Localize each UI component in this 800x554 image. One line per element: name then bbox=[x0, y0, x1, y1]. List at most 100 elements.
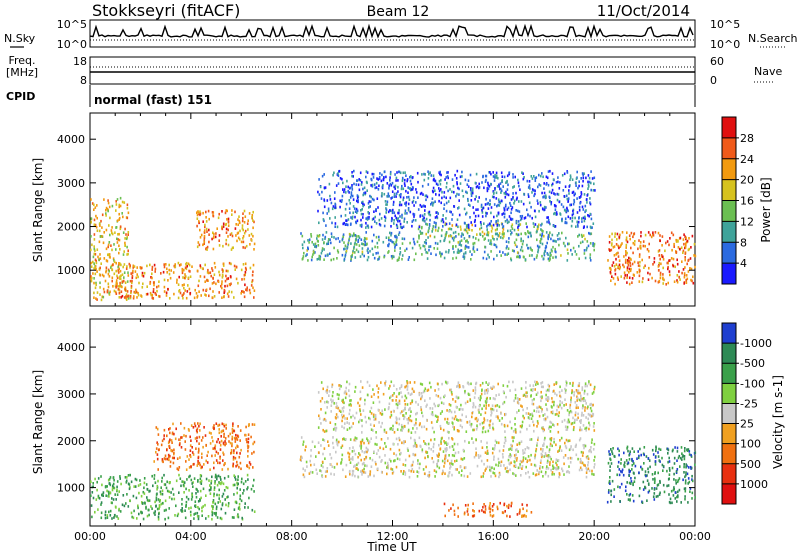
echo-cell bbox=[329, 453, 331, 456]
echo-cell bbox=[227, 495, 229, 499]
echo-cell bbox=[526, 446, 529, 449]
echo-cell bbox=[317, 209, 319, 213]
echo-cell bbox=[433, 430, 435, 434]
echo-cell bbox=[517, 209, 519, 213]
echo-cell bbox=[495, 245, 498, 249]
echo-cell bbox=[406, 447, 409, 450]
echo-cell bbox=[557, 180, 559, 184]
echo-cell bbox=[95, 214, 97, 218]
echo-cell bbox=[411, 188, 414, 191]
echo-cell bbox=[522, 408, 524, 412]
echo-cell bbox=[118, 296, 121, 299]
echo-cell bbox=[359, 408, 361, 411]
echo-cell bbox=[149, 291, 152, 295]
echo-cell bbox=[404, 403, 407, 406]
echo-cell bbox=[572, 448, 574, 452]
echo-cell bbox=[468, 235, 471, 238]
echo-cell bbox=[415, 252, 417, 256]
power-echoes bbox=[90, 169, 697, 302]
echo-cell bbox=[200, 479, 203, 483]
echo-cell bbox=[392, 200, 395, 204]
echo-cell bbox=[212, 499, 215, 502]
echo-cell bbox=[213, 424, 215, 427]
echo-cell bbox=[96, 248, 99, 251]
echo-cell bbox=[587, 467, 590, 471]
echo-cell bbox=[496, 228, 498, 231]
echo-cell bbox=[135, 288, 137, 292]
echo-cell bbox=[327, 207, 330, 211]
echo-cell bbox=[679, 236, 682, 240]
echo-cell bbox=[354, 256, 357, 259]
echo-cell bbox=[570, 224, 573, 228]
echo-cell bbox=[676, 280, 679, 284]
echo-cell bbox=[562, 189, 565, 192]
echo-cell bbox=[180, 446, 183, 449]
echo-cell bbox=[478, 408, 480, 412]
echo-cell bbox=[251, 452, 253, 455]
echo-cell bbox=[126, 253, 128, 256]
echo-cell bbox=[547, 236, 549, 239]
echo-cell bbox=[377, 449, 380, 452]
echo-cell bbox=[219, 455, 221, 459]
nsky-label: N.Sky bbox=[4, 32, 36, 45]
echo-cell bbox=[653, 488, 656, 491]
echo-cell bbox=[408, 408, 410, 412]
echo-cell bbox=[628, 256, 630, 260]
echo-cell bbox=[533, 175, 535, 178]
echo-cell bbox=[332, 173, 334, 177]
echo-cell bbox=[252, 263, 255, 267]
echo-cell bbox=[107, 490, 110, 494]
echo-cell bbox=[244, 283, 246, 287]
echo-cell bbox=[593, 463, 596, 466]
echo-cell bbox=[351, 171, 353, 174]
echo-cell bbox=[188, 489, 190, 492]
echo-cell bbox=[663, 278, 665, 282]
echo-cell bbox=[201, 514, 203, 517]
echo-cell bbox=[213, 512, 216, 515]
echo-cell bbox=[407, 195, 410, 199]
echo-cell bbox=[536, 229, 538, 232]
echo-cell bbox=[370, 195, 372, 199]
echo-cell bbox=[522, 255, 525, 259]
echo-cell bbox=[588, 423, 591, 427]
echo-cell bbox=[161, 439, 164, 443]
echo-cell bbox=[517, 233, 520, 236]
echo-cell bbox=[397, 190, 399, 193]
echo-cell bbox=[393, 459, 395, 463]
echo-cell bbox=[237, 482, 239, 486]
echo-cell bbox=[626, 481, 628, 484]
echo-cell bbox=[380, 470, 383, 474]
echo-cell bbox=[330, 258, 332, 262]
echo-cell bbox=[367, 247, 369, 251]
echo-cell bbox=[684, 256, 686, 259]
echo-cell bbox=[127, 482, 130, 486]
echo-cell bbox=[327, 209, 330, 213]
echo-cell bbox=[135, 496, 138, 500]
echo-cell bbox=[467, 223, 470, 227]
echo-cell bbox=[586, 240, 589, 243]
echo-cell bbox=[151, 474, 153, 478]
echo-cell bbox=[446, 181, 448, 185]
echo-cell bbox=[404, 385, 406, 389]
echo-cell bbox=[192, 426, 195, 429]
echo-cell bbox=[631, 281, 633, 284]
echo-cell bbox=[543, 438, 546, 442]
echo-cell bbox=[410, 175, 412, 178]
echo-cell bbox=[221, 210, 223, 213]
echo-cell bbox=[395, 437, 398, 441]
echo-cell bbox=[195, 492, 197, 495]
echo-cell bbox=[170, 439, 173, 442]
echo-cell bbox=[545, 389, 548, 393]
echo-cell bbox=[552, 467, 554, 470]
echo-cell bbox=[117, 288, 120, 291]
echo-cell bbox=[220, 430, 223, 434]
echo-cell bbox=[582, 226, 585, 229]
echo-cell bbox=[510, 211, 512, 215]
echo-cell bbox=[608, 489, 610, 492]
echo-cell bbox=[676, 258, 678, 262]
echo-cell bbox=[530, 234, 532, 238]
echo-cell bbox=[536, 442, 538, 445]
echo-cell bbox=[492, 503, 495, 506]
echo-cell bbox=[342, 468, 344, 472]
echo-cell bbox=[662, 276, 664, 280]
